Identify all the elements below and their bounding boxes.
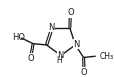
Text: O: O [67,8,73,17]
Text: O: O [80,68,87,77]
Text: N: N [57,51,63,60]
Text: N: N [48,23,54,32]
Text: O: O [27,54,34,63]
Text: H: H [56,56,62,65]
Text: HO: HO [12,33,25,42]
Text: N: N [72,40,79,49]
Text: CH₃: CH₃ [98,52,112,61]
